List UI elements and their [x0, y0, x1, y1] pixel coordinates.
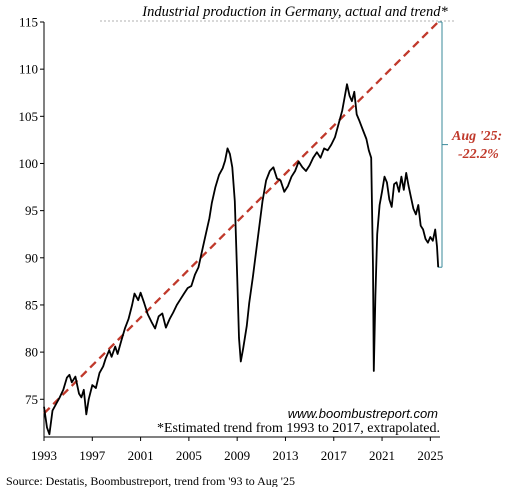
source-line: Source: Destatis, Boombustreport, trend … [6, 474, 295, 487]
x-tick-label: 1997 [79, 448, 106, 463]
y-tick-label: 95 [25, 203, 38, 218]
x-tick-label: 2009 [224, 448, 250, 463]
x-axis: 1993 1997 2001 2005 2009 2013 2017 2021 2025 [31, 437, 443, 463]
x-tick-label: 2013 [272, 448, 298, 463]
y-tick-label: 105 [19, 109, 39, 124]
x-tick-label: 2025 [417, 448, 443, 463]
x-tick-label: 1993 [31, 448, 57, 463]
website-label: www.boombustreport.com [288, 406, 438, 421]
y-tick-label: 110 [19, 62, 38, 77]
x-tick-label: 2021 [369, 448, 395, 463]
y-tick-label: 115 [19, 15, 38, 30]
footnote: *Estimated trend from 1993 to 2017, extr… [157, 421, 440, 436]
x-tick-label: 2001 [128, 448, 154, 463]
chart-title: Industrial production in Germany, actual… [141, 4, 448, 20]
y-tick-label: 75 [25, 392, 38, 407]
y-tick-label: 100 [19, 156, 39, 171]
x-tick-label: 2017 [321, 448, 348, 463]
y-tick-label: 80 [25, 345, 38, 360]
axes-frame [43, 22, 440, 438]
series-trend-line [43, 21, 440, 415]
x-tick-label: 2005 [176, 448, 202, 463]
annotation-date: Aug '25: [451, 129, 502, 144]
series-actual-line [43, 83, 440, 436]
y-axis: 75 80 85 90 95 100 105 110 115 [19, 15, 44, 407]
y-tick-label: 85 [25, 297, 38, 312]
y-tick-label: 90 [25, 250, 38, 265]
gap-bracket [438, 21, 448, 268]
annotation-gap: -22.2% [458, 147, 499, 162]
